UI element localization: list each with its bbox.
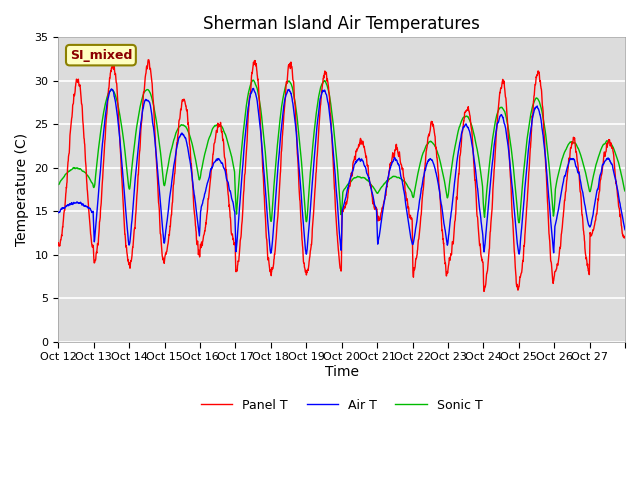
Sonic T: [376, 187, 384, 192]
Panel T: [513, 284, 520, 289]
Air T: [250, 85, 257, 91]
Panel T: [111, 70, 119, 76]
Air T: [234, 235, 241, 240]
Sonic T: [515, 220, 523, 226]
Line: Air T: Air T: [58, 88, 625, 254]
Panel T: [376, 216, 384, 222]
Air T: [545, 194, 552, 200]
Sonic T: [234, 201, 241, 206]
Sonic T: [54, 181, 62, 187]
Line: Panel T: Panel T: [58, 60, 625, 291]
Air T: [621, 227, 629, 233]
Sonic T: [614, 156, 621, 162]
Panel T: [234, 263, 241, 268]
Line: Sonic T: Sonic T: [58, 80, 625, 223]
Panel T: [54, 240, 62, 246]
Panel T: [614, 191, 621, 196]
Air T: [376, 227, 384, 233]
Sonic T: [250, 77, 257, 83]
Air T: [303, 252, 310, 257]
Air T: [513, 235, 520, 241]
Panel T: [621, 233, 629, 239]
Air T: [111, 96, 119, 102]
Sonic T: [111, 92, 119, 97]
Sonic T: [545, 159, 552, 165]
Air T: [54, 210, 62, 216]
Sonic T: [621, 188, 629, 194]
Title: Sherman Island Air Temperatures: Sherman Island Air Temperatures: [204, 15, 480, 33]
Text: SI_mixed: SI_mixed: [70, 48, 132, 61]
X-axis label: Time: Time: [324, 365, 358, 379]
Panel T: [545, 224, 552, 229]
Air T: [614, 186, 621, 192]
Legend: Panel T, Air T, Sonic T: Panel T, Air T, Sonic T: [196, 394, 488, 417]
Panel T: [480, 288, 488, 294]
Panel T: [145, 57, 152, 62]
Y-axis label: Temperature (C): Temperature (C): [15, 133, 29, 246]
Sonic T: [513, 197, 520, 203]
